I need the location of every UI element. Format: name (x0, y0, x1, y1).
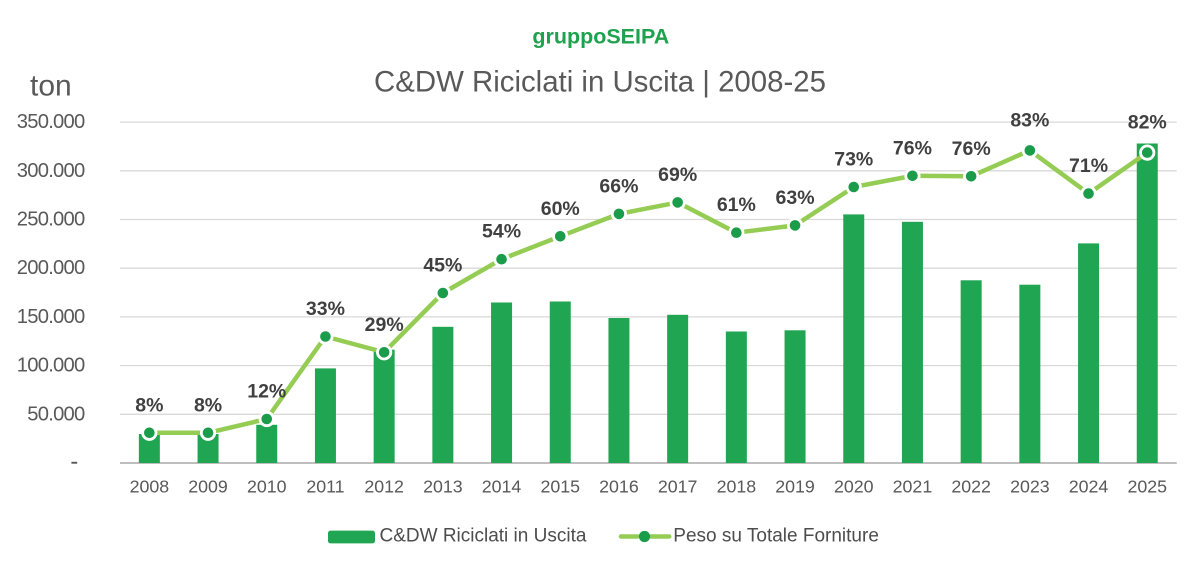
svg-text:69%: 69% (658, 164, 697, 186)
svg-text:150.000: 150.000 (17, 306, 85, 328)
svg-text:2025: 2025 (1127, 477, 1167, 497)
svg-text:2016: 2016 (599, 477, 639, 497)
svg-text:2022: 2022 (951, 477, 991, 497)
svg-text:2015: 2015 (540, 477, 580, 497)
svg-text:54%: 54% (482, 221, 521, 243)
svg-text:29%: 29% (365, 314, 404, 336)
svg-text:200.000: 200.000 (17, 257, 85, 279)
svg-text:76%: 76% (952, 138, 991, 160)
svg-text:50.000: 50.000 (27, 403, 85, 425)
svg-text:61%: 61% (717, 194, 756, 216)
svg-text:60%: 60% (541, 198, 580, 220)
svg-text:76%: 76% (893, 137, 932, 159)
svg-text:2019: 2019 (775, 477, 815, 497)
svg-text:45%: 45% (423, 255, 462, 277)
svg-text:gruppoSEIPA: gruppoSEIPA (532, 24, 669, 48)
svg-text:63%: 63% (776, 187, 815, 209)
svg-text:2010: 2010 (247, 477, 287, 497)
svg-text:2014: 2014 (482, 477, 522, 497)
svg-text:350.000: 350.000 (17, 111, 85, 133)
svg-text:83%: 83% (1010, 109, 1049, 131)
svg-text:2024: 2024 (1069, 477, 1109, 497)
svg-text:73%: 73% (834, 149, 873, 171)
svg-text:2013: 2013 (423, 477, 463, 497)
svg-text:2011: 2011 (306, 477, 344, 497)
svg-text:C&DW Riciclati in Uscita | 200: C&DW Riciclati in Uscita | 2008-25 (374, 66, 826, 99)
svg-text:2012: 2012 (364, 477, 404, 497)
svg-text:2009: 2009 (188, 477, 228, 497)
svg-text:300.000: 300.000 (17, 160, 85, 182)
svg-text:2021: 2021 (893, 477, 933, 497)
svg-text:2023: 2023 (1010, 477, 1050, 497)
svg-text:ton: ton (30, 69, 72, 102)
svg-text:12%: 12% (247, 381, 286, 403)
svg-text:82%: 82% (1128, 112, 1167, 134)
svg-text:8%: 8% (194, 394, 222, 416)
svg-text:250.000: 250.000 (17, 209, 85, 231)
svg-text:33%: 33% (306, 298, 345, 320)
svg-text:Peso su Totale Forniture: Peso su Totale Forniture (673, 526, 879, 547)
svg-text:71%: 71% (1069, 155, 1108, 177)
svg-text:2020: 2020 (834, 477, 874, 497)
svg-text:2008: 2008 (130, 477, 170, 497)
svg-text:8%: 8% (135, 394, 163, 416)
svg-text:2017: 2017 (658, 477, 698, 497)
svg-text:66%: 66% (599, 175, 638, 197)
svg-text:100.000: 100.000 (17, 355, 85, 377)
svg-text:C&DW Riciclati in Uscita: C&DW Riciclati in Uscita (380, 526, 587, 547)
svg-text:2018: 2018 (717, 477, 757, 497)
